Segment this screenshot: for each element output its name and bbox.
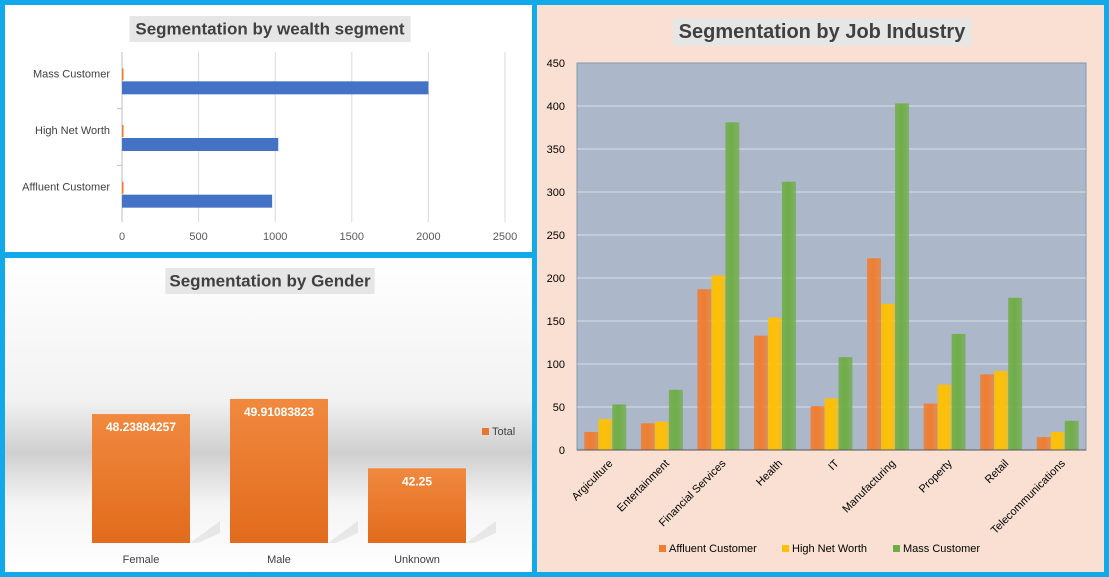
data-label: 48.23884257 xyxy=(106,420,176,434)
chart-title-background xyxy=(129,16,411,42)
bar xyxy=(1050,431,1065,450)
legend-swatch xyxy=(893,545,900,552)
x-tick-label: 2500 xyxy=(493,231,517,243)
x-category-label: Retail xyxy=(983,458,1011,486)
y-tick-label: 450 xyxy=(547,58,565,70)
bar xyxy=(838,357,853,450)
bar xyxy=(951,333,966,450)
y-tick-label: 400 xyxy=(547,101,565,113)
bar xyxy=(867,258,882,450)
x-category-label: Manufacturing xyxy=(840,458,898,516)
bar-shadow xyxy=(190,521,220,543)
bar xyxy=(122,138,279,151)
y-tick-label: 350 xyxy=(547,144,565,156)
chart-title-background xyxy=(672,18,972,46)
bar xyxy=(668,389,683,450)
bar xyxy=(122,125,124,137)
bar xyxy=(980,374,995,450)
x-category-label: Property xyxy=(917,457,955,495)
bar xyxy=(230,398,328,543)
wealth-segment-chart-panel: Segmentation by wealth segment 0 500 1000 15… xyxy=(5,5,532,252)
y-tick-label: 300 xyxy=(547,187,565,199)
x-category-label: Unknown xyxy=(394,554,440,566)
chart-title: Segmentation by Job Industry xyxy=(679,21,967,43)
bar xyxy=(711,275,726,450)
x-tick-label: 0 xyxy=(119,231,125,243)
bar xyxy=(612,404,627,450)
legend-label: Mass Customer xyxy=(903,543,980,555)
y-category-label: High Net Worth xyxy=(35,125,110,137)
bar xyxy=(937,384,952,450)
y-tick-label: 200 xyxy=(547,273,565,285)
bar xyxy=(584,431,599,450)
bar xyxy=(824,398,839,450)
x-tick-label: 1000 xyxy=(263,231,287,243)
y-tick-label: 250 xyxy=(547,230,565,242)
bar xyxy=(767,317,782,450)
bar xyxy=(895,103,910,451)
chart-title-background xyxy=(165,268,375,294)
bar xyxy=(122,181,124,194)
legend-swatch xyxy=(782,545,789,552)
y-category-label: Affluent Customer xyxy=(22,182,110,194)
y-tick-label: 100 xyxy=(547,359,565,371)
legend-swatch xyxy=(482,428,489,435)
bar xyxy=(781,181,796,450)
bar xyxy=(640,423,655,450)
chart-title: Segmentation by Gender xyxy=(169,272,371,291)
bar xyxy=(753,335,768,450)
y-category-label: Mass Customer xyxy=(33,68,110,80)
bar xyxy=(697,289,712,450)
bar-shadow xyxy=(466,521,496,543)
gender-chart-panel: Segmentation by Gender 48.23884257 Female 4… xyxy=(5,258,532,572)
bar xyxy=(923,403,938,450)
data-label: 49.91083823 xyxy=(244,405,314,419)
legend-swatch xyxy=(659,545,666,552)
bar xyxy=(92,414,190,543)
x-category-label: Entertainment xyxy=(615,458,672,515)
x-tick-label: 1500 xyxy=(340,231,364,243)
legend-label: High Net Worth xyxy=(792,543,867,555)
x-category-label: Male xyxy=(267,554,291,566)
job-industry-chart-panel: Segmentation by Job Industry 0 50 100 150 200… xyxy=(537,5,1104,572)
legend-label: Total xyxy=(492,426,515,438)
y-tick-label: 0 xyxy=(559,445,565,457)
y-tick-label: 150 xyxy=(547,316,565,328)
x-tick-label: 500 xyxy=(189,231,207,243)
bar xyxy=(1036,437,1051,450)
wealth-segment-chart: Segmentation by wealth segment 0 500 1000 15… xyxy=(22,16,517,243)
y-tick-label: 50 xyxy=(553,402,565,414)
x-category-label: Argiculture xyxy=(570,458,616,504)
bar xyxy=(368,468,466,543)
bar xyxy=(598,419,613,450)
bar xyxy=(994,370,1009,450)
bar xyxy=(810,406,825,450)
x-category-label: IT xyxy=(826,457,842,473)
x-category-label: Female xyxy=(123,554,160,566)
data-label: 42.25 xyxy=(402,474,432,488)
gender-chart: Segmentation by Gender 48.23884257 Female 4… xyxy=(92,268,515,566)
bar-shadow xyxy=(328,521,358,543)
x-category-label: Health xyxy=(754,458,785,489)
bar xyxy=(122,194,273,208)
bar xyxy=(725,122,740,450)
bar xyxy=(1064,420,1079,450)
bar xyxy=(122,81,429,95)
x-tick-label: 2000 xyxy=(416,231,440,243)
chart-title: Segmentation by wealth segment xyxy=(135,20,405,39)
job-industry-chart: Segmentation by Job Industry 0 50 100 150 200… xyxy=(547,18,1087,555)
legend-label: Affluent Customer xyxy=(669,543,757,555)
bar xyxy=(1008,297,1023,450)
bar xyxy=(122,68,124,81)
bar xyxy=(654,421,669,450)
bar xyxy=(881,303,896,450)
